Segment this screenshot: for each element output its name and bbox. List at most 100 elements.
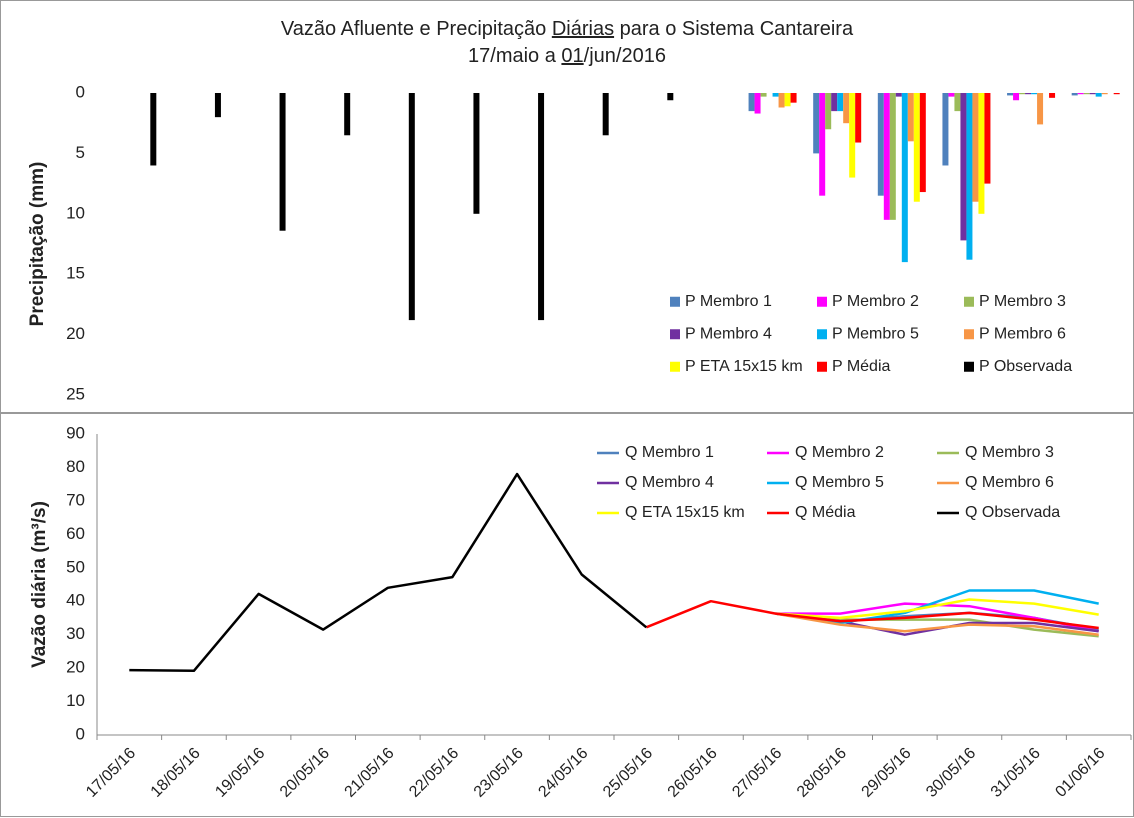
- y-tick-label: 5: [76, 143, 85, 162]
- bar: [754, 93, 761, 114]
- bar: [1031, 93, 1038, 95]
- y-tick-label: 30: [66, 624, 85, 643]
- line-series: [775, 598, 1099, 620]
- bar: [837, 93, 844, 112]
- x-tick-label: 28/05/16: [794, 745, 850, 801]
- legend-label: P ETA 15x15 km: [685, 358, 803, 375]
- bar: [984, 93, 991, 184]
- bar: [1095, 93, 1102, 97]
- legend-label: Q Média: [795, 504, 856, 521]
- legend-label: Q Membro 3: [965, 444, 1054, 461]
- x-tick-label: 18/05/16: [148, 745, 204, 801]
- bar: [895, 93, 902, 97]
- bar: [1089, 93, 1096, 95]
- bar: [960, 93, 967, 241]
- bar: [954, 93, 961, 112]
- bar: [344, 93, 351, 136]
- bar: [1071, 93, 1078, 96]
- legend-swatch: [670, 329, 680, 340]
- legend-label: Q Membro 2: [795, 444, 884, 461]
- legend-label: P Membro 2: [832, 293, 919, 310]
- bar: [948, 93, 955, 97]
- bar: [772, 93, 779, 97]
- title-part: para o Sistema Cantareira: [614, 18, 854, 40]
- legend-label: Q Membro 1: [625, 444, 714, 461]
- bar: [966, 93, 973, 260]
- bar: [849, 93, 856, 178]
- y-tick-label: 70: [66, 490, 85, 509]
- x-tick-label: 26/05/16: [665, 745, 721, 801]
- bar: [889, 93, 896, 220]
- bar: [1037, 93, 1044, 125]
- y-tick-label: 0: [76, 724, 85, 743]
- legend-label: Q Membro 6: [965, 474, 1054, 491]
- bar: [825, 93, 832, 130]
- y-axis-title: Vazão diária (m³/s): [29, 501, 50, 668]
- x-tick-label: 25/05/16: [600, 745, 656, 801]
- title-part: Vazão Afluente e Precipitação: [281, 18, 552, 40]
- bar: [978, 93, 985, 214]
- y-axis-title: Precipitação (mm): [27, 162, 48, 327]
- bar: [843, 93, 850, 124]
- bar: [919, 93, 926, 193]
- bar: [778, 93, 785, 108]
- x-tick-label: 30/05/16: [923, 745, 979, 801]
- bar: [1025, 93, 1032, 95]
- title-part: /jun/2016: [584, 45, 666, 67]
- bar: [214, 93, 221, 118]
- bar: [408, 93, 415, 321]
- x-tick-label: 20/05/16: [277, 745, 333, 801]
- chart-title: 17/maio a 01/jun/2016: [468, 45, 666, 67]
- line-series: [645, 599, 1099, 630]
- title-part: Diárias: [552, 18, 614, 40]
- bar: [748, 93, 755, 112]
- x-tick-label: 29/05/16: [859, 745, 915, 801]
- bar: [1083, 93, 1090, 95]
- legend-box: [593, 438, 1111, 528]
- line-series: [775, 612, 1099, 638]
- x-tick-label: 19/05/16: [212, 745, 268, 801]
- bar: [760, 93, 767, 97]
- y-tick-label: 15: [66, 264, 85, 283]
- bar: [279, 93, 286, 231]
- bar: [538, 93, 545, 321]
- line-series: [129, 472, 648, 673]
- bar: [1077, 93, 1084, 95]
- bar: [1019, 93, 1026, 95]
- x-tick-label: 22/05/16: [406, 745, 462, 801]
- y-tick-label: 80: [66, 457, 85, 476]
- y-tick-label: 60: [66, 524, 85, 543]
- bar: [942, 93, 949, 166]
- chart-title: Vazão Afluente e Precipitação Diárias pa…: [281, 18, 854, 40]
- legend-label: Q Membro 4: [625, 474, 714, 491]
- legend-label: P Membro 4: [685, 325, 772, 342]
- bar: [901, 93, 908, 263]
- bar: [855, 93, 862, 143]
- bar: [1113, 93, 1120, 95]
- title-part: 01: [561, 45, 583, 67]
- legend-label: P Membro 6: [979, 325, 1066, 342]
- legend-label: Q ETA 15x15 km: [625, 504, 745, 521]
- bar: [907, 93, 914, 142]
- title-part: 17/maio a: [468, 45, 561, 67]
- y-tick-label: 90: [66, 423, 85, 442]
- legend-label: P Observada: [979, 358, 1072, 375]
- bar: [819, 93, 826, 196]
- bar: [602, 93, 609, 136]
- legend-swatch: [964, 296, 974, 307]
- line-series: [775, 612, 1099, 636]
- legend-swatch: [670, 296, 680, 307]
- legend-label: Q Membro 5: [795, 474, 884, 491]
- bar: [1101, 93, 1108, 95]
- legend-swatch: [817, 329, 827, 340]
- legend-swatch: [817, 361, 827, 372]
- bar: [883, 93, 890, 220]
- bar: [473, 93, 480, 214]
- legend-swatch: [964, 361, 974, 372]
- legend-label: Q Observada: [965, 504, 1060, 521]
- legend-label: P Média: [832, 358, 891, 375]
- line-series: [775, 589, 1099, 625]
- y-tick-label: 0: [76, 82, 85, 101]
- bar: [877, 93, 884, 196]
- legend-label: P Membro 3: [979, 293, 1066, 310]
